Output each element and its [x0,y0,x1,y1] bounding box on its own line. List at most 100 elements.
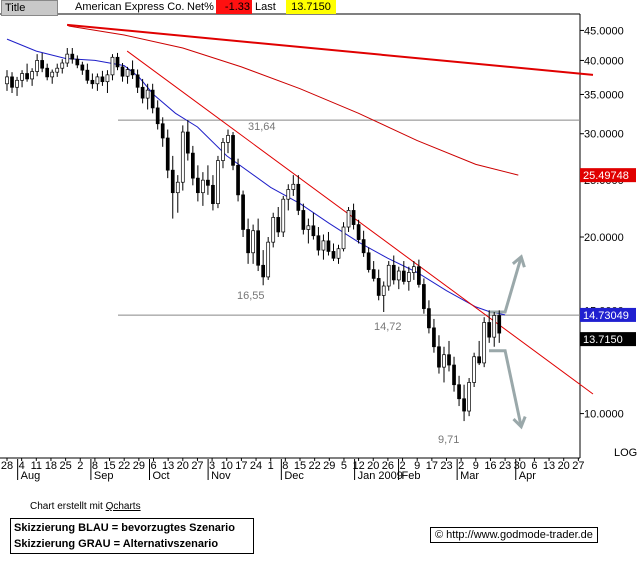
candle-body [361,239,366,254]
title-label: Title [1,0,58,16]
candle-body [206,179,210,186]
value-tag-box [580,168,636,183]
candle-body [381,285,386,296]
candle-body [442,354,446,368]
price-annotation: 14,72 [374,321,402,333]
candle-body [125,69,130,77]
price-labels: 31,64 16,55 14,72 9,71 [237,121,459,446]
candle-body [241,194,245,230]
candle-body [185,131,190,154]
candle-body [316,235,321,251]
x-day-label: 23 [499,460,511,472]
candle-body [331,251,336,259]
candle-body [286,189,291,200]
candle-body [422,284,426,309]
site-badge[interactable]: © http://www.godmode-trader.de [430,527,598,543]
candle-body [120,66,125,77]
candle-body [296,183,301,211]
x-day-label: 12 [352,460,364,472]
value-tag-box [580,307,636,322]
candle-body [306,225,311,230]
candle-body [391,264,396,281]
candle-body [406,272,411,282]
candle-body [65,53,70,64]
x-day-label: 23 [440,460,452,472]
candle-body [175,181,180,194]
x-day-label: 17 [235,460,247,472]
candle-body [341,226,346,250]
candle-body [155,107,160,125]
candle-body [462,398,466,412]
candle-body [497,315,502,334]
candle-body [412,266,416,273]
candle-body [50,71,55,78]
candle-body [261,264,266,278]
candle-body [437,346,441,368]
candle-body [190,152,195,179]
scenario-grey-arrow [512,416,527,430]
x-day-label: 26 [382,460,394,472]
x-month-label: Jan 2009 [358,470,403,482]
candle-body [266,241,271,278]
x-day-label: 13 [543,460,555,472]
x-day-label: 28 [1,460,13,472]
x-day-label: 13 [162,460,174,472]
x-day-label: 8 [92,460,98,472]
x-day-label: 20 [367,460,379,472]
x-day-label: 2 [77,460,83,472]
x-month-label: Nov [211,470,231,482]
candle-body [170,169,175,194]
x-day-label: 29 [133,460,145,472]
x-day-label: 6 [150,460,156,472]
candle-body [40,60,45,69]
x-day-label: 10 [221,460,233,472]
candle-body [30,71,34,80]
scenario-legend: Skizzierung BLAU = bevorzugtes Szenario … [10,518,254,554]
value-tag-label: 13.7150 [583,334,623,346]
y-tick-label: 40.0000 [584,55,624,67]
scenario-grey-path [489,349,523,428]
candle-body [45,67,50,78]
candle-body [165,137,170,171]
netpct-value: -1.33 [216,0,252,14]
x-day-label: 9 [414,460,420,472]
scenario-blue-path [489,256,523,314]
candle-body [376,278,381,296]
value-tag-label: 14.73049 [583,310,629,322]
candle-body [326,240,331,252]
x-day-label: 20 [558,460,570,472]
x-day-label: 30 [514,460,526,472]
y-tick-label: 45.0000 [584,25,624,37]
candle-body [135,74,140,88]
candle-body [271,217,276,243]
ma200-line [68,25,519,176]
candle-body [417,266,421,285]
candle-body [472,356,476,383]
x-day-label: 3 [209,460,215,472]
x-day-label: 11 [31,460,42,472]
candle-body [226,135,230,143]
candle-body [115,56,120,68]
candle-body [75,58,80,66]
qcharts-link[interactable]: Qcharts [105,501,141,512]
y-tick-label: 30.0000 [584,129,624,141]
last-label: Last [255,1,276,13]
candle-body [346,210,351,228]
candle-body [35,60,39,72]
candle-body [60,62,65,69]
candle-body [150,89,155,109]
site-url: http://www.godmode-trader.de [446,529,593,541]
x-day-label: 24 [250,460,262,472]
candle-body [427,308,431,329]
x-day-label: 27 [572,460,584,472]
candle-body [447,354,451,366]
candle-body [15,79,19,88]
chart-lines [6,23,594,430]
copyright-icon: © [435,529,444,541]
x-month-label: Apr [519,470,536,482]
candle-body [201,179,205,194]
candle-body [281,198,286,233]
y-tick-label: 10.0000 [584,409,624,421]
legend-blue: Skizzierung BLAU = bevorzugtes Szenario [14,522,235,534]
